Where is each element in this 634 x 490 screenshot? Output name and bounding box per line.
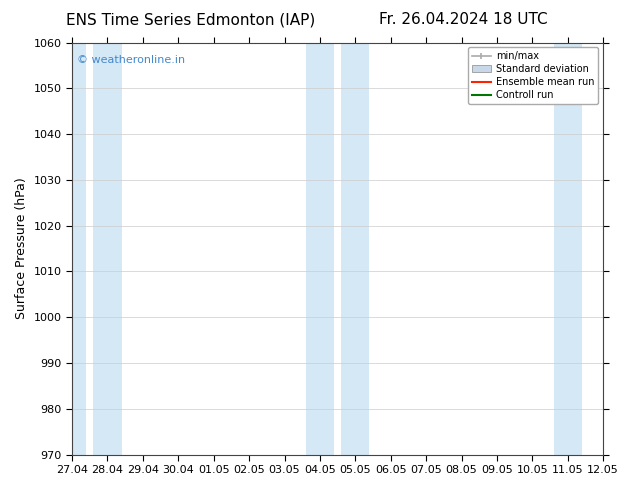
Bar (553, 43, 582, 455)
Bar (306, 43, 334, 455)
Text: © weatheronline.in: © weatheronline.in (77, 55, 186, 65)
Y-axis label: Surface Pressure (hPa): Surface Pressure (hPa) (15, 178, 28, 319)
Legend: min/max, Standard deviation, Ensemble mean run, Controll run: min/max, Standard deviation, Ensemble me… (468, 48, 598, 104)
Text: Fr. 26.04.2024 18 UTC: Fr. 26.04.2024 18 UTC (378, 12, 547, 27)
Bar (93, 43, 122, 455)
Bar (341, 43, 370, 455)
Bar (58, 43, 86, 455)
Text: ENS Time Series Edmonton (IAP): ENS Time Series Edmonton (IAP) (65, 12, 315, 27)
